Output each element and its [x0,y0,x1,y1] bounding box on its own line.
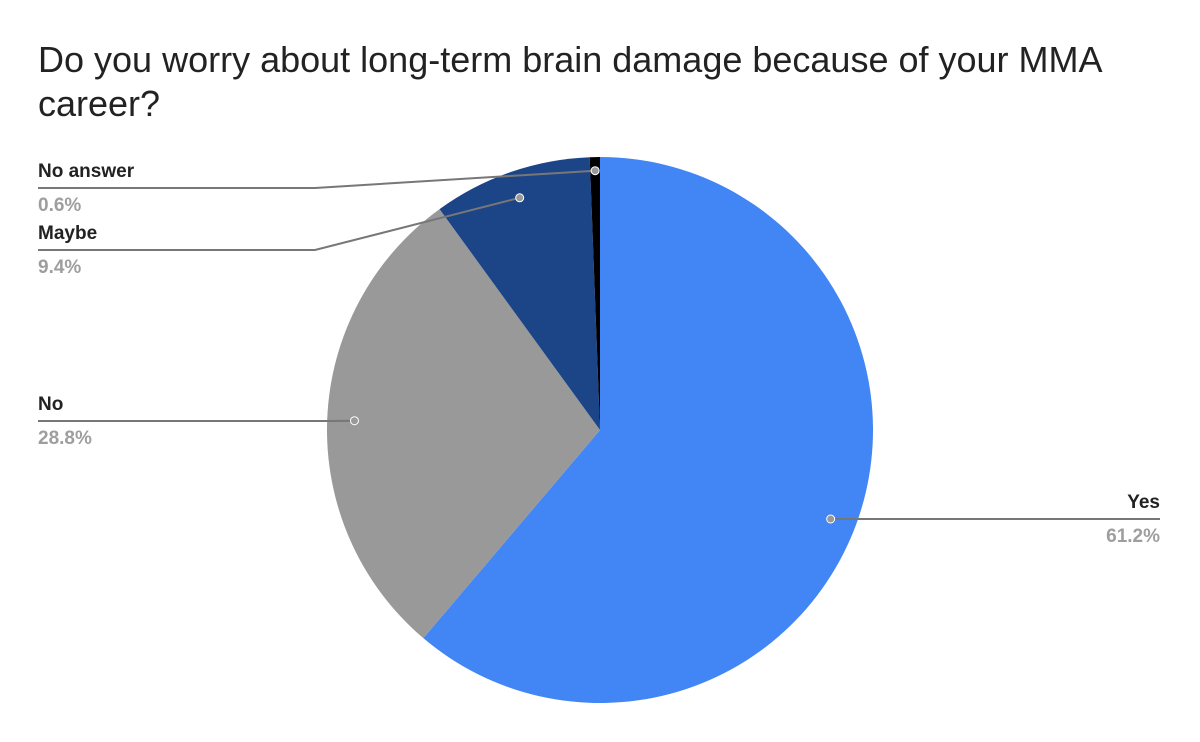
pie-slice [439,157,600,430]
slice-value: 9.4% [38,257,81,278]
leader-line [38,169,596,189]
slice-label: Maybe [38,223,97,244]
leader-dot [349,416,359,426]
slice-value: 28.8% [38,428,92,449]
chart-title: Do you worry about long-term brain damag… [38,39,1101,124]
slice-label: No [38,394,63,415]
pie-slice [423,157,874,703]
slice-value: 61.2% [1106,526,1160,547]
leader-line [38,196,520,251]
slice-label: Yes [1127,492,1160,513]
leader-dot [590,166,600,176]
pie-slice [589,157,600,430]
slice-value: 0.6% [38,195,81,216]
slice-label: No answer [38,161,135,182]
leader-dot [826,514,836,524]
pie-slice [327,209,600,639]
leader-dot [515,193,525,203]
